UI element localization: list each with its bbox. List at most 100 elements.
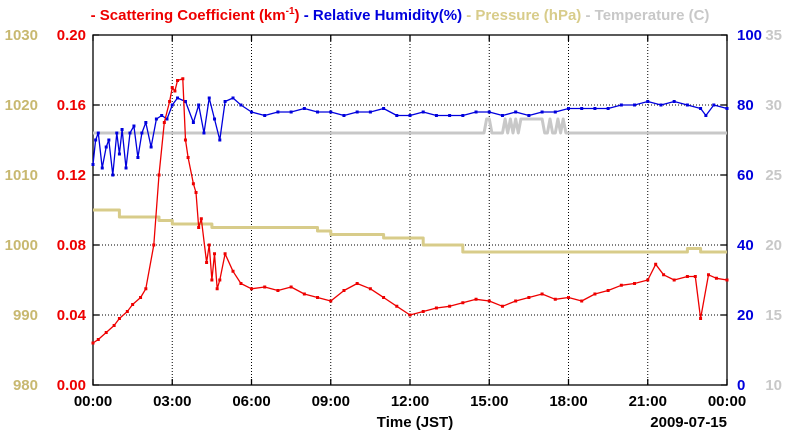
data-point	[461, 114, 465, 117]
data-point	[213, 252, 217, 256]
data-point	[368, 110, 372, 114]
series-line-temperature	[93, 117, 727, 135]
data-point	[646, 278, 650, 282]
legend-entry: Scattering Coefficient (km	[100, 7, 286, 24]
temperature-axis-label: 20	[765, 237, 782, 254]
data-point	[231, 269, 235, 273]
data-point	[633, 103, 637, 107]
data-point	[395, 304, 399, 308]
legend-dash: -	[91, 7, 100, 24]
data-point	[593, 107, 597, 110]
data-point	[115, 131, 119, 135]
data-point	[205, 261, 209, 264]
data-point	[183, 100, 187, 103]
data-point	[176, 96, 180, 100]
data-point	[672, 100, 676, 103]
data-point	[197, 226, 201, 229]
data-point	[514, 299, 518, 303]
data-point	[117, 317, 121, 320]
data-point	[619, 103, 623, 107]
series-scattering	[91, 77, 729, 345]
data-point	[408, 114, 412, 117]
data-point	[540, 110, 544, 114]
x-tick-label: 06:00	[232, 393, 270, 410]
scattering-axis-label: 0.16	[57, 97, 86, 114]
data-point	[218, 138, 222, 142]
humidity-axis-label: 100	[737, 27, 762, 44]
data-point	[289, 110, 293, 114]
pressure-axis-label: 980	[13, 377, 38, 394]
data-point	[580, 299, 584, 303]
data-point	[100, 166, 104, 170]
data-point	[500, 304, 504, 308]
data-point	[714, 276, 718, 280]
series-pressure	[93, 208, 727, 254]
data-point	[527, 296, 531, 299]
data-point	[149, 145, 153, 149]
data-point	[421, 310, 425, 313]
scattering-axis-label: 0.12	[57, 167, 86, 184]
series-line-humidity	[92, 97, 728, 176]
data-point	[593, 292, 597, 296]
data-point	[633, 282, 637, 285]
data-point	[136, 156, 140, 159]
scattering-axis-label: 0.00	[57, 377, 86, 394]
pressure-axis-label: 1010	[5, 167, 38, 184]
data-point	[112, 324, 116, 327]
data-point	[302, 292, 306, 296]
legend-dash: -	[462, 7, 475, 24]
legend-entry: Temperature (C)	[595, 7, 710, 24]
data-point	[94, 138, 98, 142]
data-point	[382, 107, 386, 110]
data-point	[207, 96, 211, 100]
data-point	[408, 313, 412, 317]
data-point	[646, 100, 650, 103]
data-point	[181, 77, 185, 81]
data-point	[152, 243, 156, 247]
data-point	[448, 114, 452, 117]
data-point	[215, 287, 219, 291]
data-point	[421, 110, 425, 114]
data-point	[125, 310, 129, 313]
data-point	[168, 100, 172, 103]
legend-dash: -	[300, 7, 313, 24]
data-point	[170, 86, 174, 89]
data-point	[170, 103, 174, 107]
data-point	[487, 299, 491, 303]
x-axis-title: Time (JST)	[377, 414, 453, 431]
data-point	[725, 107, 729, 110]
humidity-axis-label: 60	[737, 167, 754, 184]
data-point	[685, 275, 689, 278]
x-tick-label: 09:00	[312, 393, 350, 410]
data-point	[500, 114, 504, 117]
data-point	[474, 110, 478, 114]
data-point	[191, 121, 195, 124]
data-point	[197, 103, 201, 107]
x-tick-label: 00:00	[74, 393, 112, 410]
data-point	[342, 114, 346, 117]
data-point	[263, 114, 267, 117]
data-point	[540, 292, 544, 296]
data-point	[329, 110, 333, 114]
series-line-scattering	[92, 78, 728, 344]
humidity-axis-label: 80	[737, 97, 754, 114]
data-point	[693, 275, 697, 278]
data-point	[239, 282, 243, 285]
data-point	[699, 317, 703, 320]
data-point	[104, 145, 108, 149]
data-point	[355, 282, 359, 285]
data-point	[514, 110, 518, 114]
data-point	[144, 287, 148, 291]
data-point	[120, 128, 124, 131]
humidity-axis-label: 20	[737, 307, 754, 324]
legend: - Scattering Coefficient (km-1) - Relati…	[91, 6, 710, 24]
temperature-axis-label: 10	[765, 377, 782, 394]
data-point	[316, 110, 320, 114]
data-point	[107, 138, 111, 142]
data-point	[382, 296, 386, 299]
data-point	[342, 289, 346, 292]
data-point	[704, 114, 708, 117]
data-point	[725, 278, 729, 282]
data-point	[124, 166, 128, 170]
